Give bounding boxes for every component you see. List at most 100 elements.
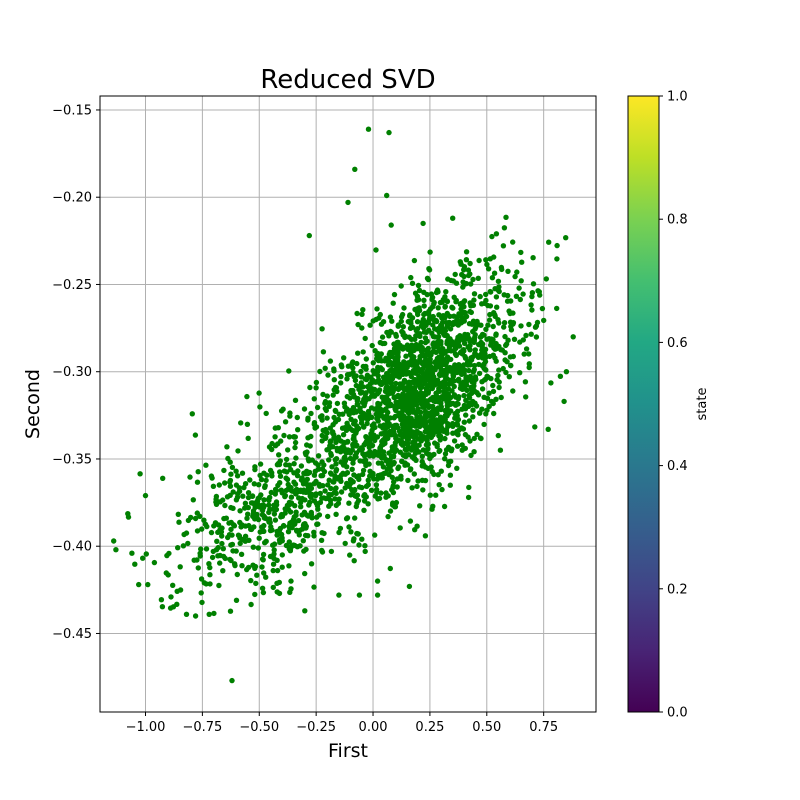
scatter-point [463, 334, 469, 340]
scatter-point [332, 496, 338, 502]
scatter-point [414, 319, 421, 325]
y-tick-label: −0.40 [52, 540, 92, 555]
scatter-point [290, 542, 297, 548]
scatter-point [363, 366, 369, 372]
scatter-point [401, 305, 407, 311]
scatter-point [487, 303, 494, 309]
scatter-point [360, 307, 366, 313]
scatter-point [319, 326, 325, 332]
scatter-point [526, 351, 532, 357]
scatter-point [457, 259, 463, 265]
scatter-point [270, 567, 276, 574]
scatter-point [397, 342, 403, 349]
scatter-point [136, 581, 142, 588]
scatter-point [400, 385, 406, 391]
scatter-point [195, 469, 201, 475]
scatter-point [383, 406, 389, 412]
scatter-point [325, 372, 331, 378]
scatter-point [545, 426, 551, 432]
scatter-point [260, 524, 266, 530]
scatter-point [481, 361, 487, 367]
scatter-point [382, 399, 388, 406]
scatter-point [367, 473, 373, 479]
scatter-point [321, 462, 327, 468]
scatter-point [457, 350, 464, 356]
scatter-point [387, 328, 394, 335]
scatter-point [384, 423, 390, 430]
scatter-point [311, 584, 317, 590]
scatter-point [293, 491, 299, 497]
scatter-point [207, 581, 213, 587]
scatter-point [486, 403, 492, 410]
scatter-point [262, 484, 268, 490]
scatter-point [238, 551, 245, 557]
scatter-point [465, 494, 472, 501]
scatter-point [221, 515, 227, 522]
scatter-point [411, 380, 417, 386]
scatter-point [490, 382, 496, 389]
scatter-point [393, 333, 399, 339]
scatter-point [344, 376, 350, 382]
scatter-point [248, 577, 254, 584]
scatter-point [429, 506, 435, 512]
x-axis-ticks: −1.00 −0.75 −0.50 −0.25 0.00 0.25 0.50 0.75 [126, 712, 558, 735]
scatter-point [478, 435, 484, 442]
scatter-point [192, 515, 199, 522]
x-tick-label: −1.00 [126, 720, 166, 735]
scatter-point [444, 298, 450, 304]
scatter-point [386, 351, 392, 358]
scatter-point [523, 394, 529, 400]
scatter-point [503, 214, 509, 220]
scatter-point [466, 418, 473, 424]
scatter-point [437, 414, 444, 420]
scatter-point [468, 309, 474, 316]
scatter-point [143, 551, 149, 557]
scatter-point [410, 387, 417, 393]
scatter-point [475, 321, 481, 327]
scatter-point [311, 498, 318, 504]
scatter-point [231, 561, 238, 567]
scatter-point [266, 502, 272, 508]
colorbar-label: state [695, 388, 710, 421]
scatter-point [399, 328, 405, 335]
scatter-point [287, 509, 294, 515]
scatter-point [431, 340, 437, 346]
scatter-point [421, 297, 427, 303]
scatter-point [306, 232, 312, 239]
scatter-point [448, 348, 454, 354]
scatter-point [501, 324, 507, 330]
scatter-point [422, 335, 429, 341]
scatter-point [254, 572, 260, 578]
scatter-point [235, 491, 241, 497]
scatter-point [309, 491, 315, 498]
scatter-point [391, 394, 397, 401]
scatter-point [317, 368, 323, 375]
scatter-point [256, 390, 262, 396]
scatter-point [318, 537, 325, 543]
scatter-point [422, 360, 429, 367]
scatter-point [474, 431, 480, 437]
scatter-point [526, 321, 532, 328]
scatter-point [338, 478, 344, 484]
scatter-point [142, 492, 149, 499]
scatter-point [448, 277, 454, 284]
scatter-point [529, 290, 536, 296]
scatter-point [570, 334, 576, 340]
scatter-point [320, 427, 326, 434]
scatter-point [519, 259, 525, 265]
scatter-point [242, 538, 248, 544]
scatter-point [231, 523, 238, 529]
scatter-point [379, 366, 385, 373]
scatter-point [532, 324, 539, 330]
x-tick-label: 0.75 [529, 720, 558, 735]
scatter-point [488, 398, 495, 405]
scatter-point [461, 304, 467, 310]
scatter-point [399, 458, 405, 464]
scatter-point [447, 326, 454, 332]
scatter-point [358, 368, 364, 375]
colorbar-tick-label: 0.4 [667, 459, 688, 474]
scatter-point [388, 222, 394, 228]
scatter-point [359, 311, 365, 317]
scatter-point [412, 439, 418, 445]
scatter-point [441, 392, 447, 398]
